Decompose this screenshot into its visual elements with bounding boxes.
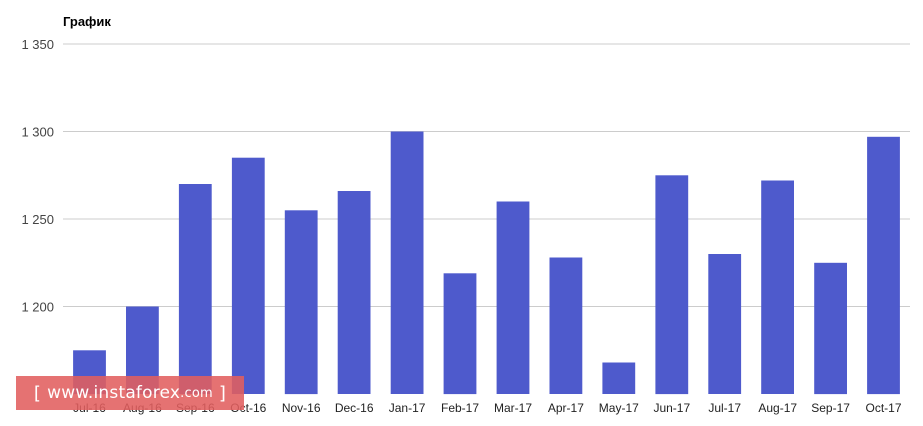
bar xyxy=(708,254,742,394)
x-tick-label: Mar-17 xyxy=(494,401,532,415)
bar xyxy=(390,131,424,394)
bar xyxy=(814,262,847,395)
watermark-left-bracket: [ xyxy=(33,382,42,404)
watermark-suffix: .com xyxy=(180,385,213,401)
x-tick-label: Oct-17 xyxy=(865,401,901,415)
bar xyxy=(231,157,265,394)
bar xyxy=(655,175,689,395)
bar xyxy=(761,180,794,394)
y-tick-label: 1 300 xyxy=(21,125,54,140)
x-tick-label: Apr-17 xyxy=(548,401,584,415)
chart-title: График xyxy=(63,14,111,29)
bar xyxy=(337,191,371,394)
y-tick-label: 1 350 xyxy=(21,37,54,52)
bar xyxy=(549,257,583,394)
bar xyxy=(178,184,212,394)
x-tick-label: Jul-17 xyxy=(708,401,741,415)
y-tick-label: 1 200 xyxy=(21,300,54,315)
bar xyxy=(496,201,530,394)
x-tick-label: May-17 xyxy=(599,401,639,415)
watermark-text: www.instaforex xyxy=(47,383,181,403)
bar xyxy=(284,210,318,395)
x-tick-label: Sep-17 xyxy=(811,401,850,415)
watermark-right-bracket: ] xyxy=(218,382,227,404)
bar xyxy=(602,362,636,394)
x-tick-label: Jun-17 xyxy=(653,401,690,415)
bar xyxy=(443,273,477,395)
watermark-logo: [ www.instaforex .com ] xyxy=(16,376,244,410)
y-axis-ticks: 1 200 1 250 1 300 1 350 xyxy=(21,37,54,315)
x-tick-label: Nov-16 xyxy=(282,401,321,415)
x-tick-label: Dec-16 xyxy=(335,401,374,415)
x-tick-label: Jan-17 xyxy=(389,401,426,415)
bars xyxy=(73,131,900,395)
x-tick-label: Feb-17 xyxy=(441,401,479,415)
x-tick-label: Aug-17 xyxy=(758,401,797,415)
y-tick-label: 1 250 xyxy=(21,212,54,227)
bar xyxy=(867,136,900,395)
